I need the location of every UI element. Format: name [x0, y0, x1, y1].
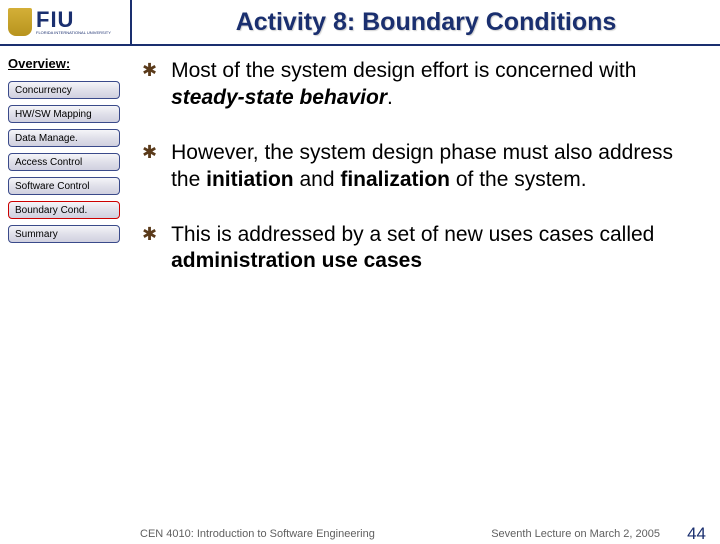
sidebar: Overview: Concurrency HW/SW Mapping Data M…	[0, 46, 130, 522]
bullet-icon: ✱	[142, 60, 157, 112]
bullet-item: ✱ Most of the system design effort is con…	[142, 58, 692, 112]
bullet-text: However, the system design phase must al…	[171, 140, 692, 194]
sidebar-item-3[interactable]: Access Control	[8, 153, 120, 171]
nav-list: Concurrency HW/SW Mapping Data Manage. Acce…	[8, 81, 122, 243]
slide-title: Activity 8: Boundary Conditions	[236, 8, 617, 37]
sidebar-item-0[interactable]: Concurrency	[8, 81, 120, 99]
logo-sub: FLORIDA INTERNATIONAL UNIVERSITY	[36, 31, 111, 35]
logo-text: FIU FLORIDA INTERNATIONAL UNIVERSITY	[36, 9, 111, 35]
sidebar-item-1[interactable]: HW/SW Mapping	[8, 105, 120, 123]
bullet-text: Most of the system design effort is conc…	[171, 58, 692, 112]
sidebar-item-5[interactable]: Boundary Cond.	[8, 201, 120, 219]
bullet-item: ✱ However, the system design phase must a…	[142, 140, 692, 194]
bullet-icon: ✱	[142, 224, 157, 276]
content: ✱ Most of the system design effort is con…	[130, 46, 720, 522]
sidebar-item-4[interactable]: Software Control	[8, 177, 120, 195]
title-area: Activity 8: Boundary Conditions	[130, 0, 720, 44]
logo-main: FIU	[36, 9, 111, 31]
sidebar-item-2[interactable]: Data Manage.	[8, 129, 120, 147]
bullet-icon: ✱	[142, 142, 157, 194]
bullet-text: This is addressed by a set of new uses c…	[171, 222, 692, 276]
slide-body: Overview: Concurrency HW/SW Mapping Data M…	[0, 46, 720, 522]
page-number: 44	[687, 524, 706, 544]
footer-course: CEN 4010: Introduction to Software Engin…	[140, 528, 375, 540]
sidebar-item-6[interactable]: Summary	[8, 225, 120, 243]
slide-header: FIU FLORIDA INTERNATIONAL UNIVERSITY Act…	[0, 0, 720, 46]
sidebar-heading: Overview:	[8, 56, 122, 71]
shield-icon	[8, 8, 32, 36]
footer-lecture: Seventh Lecture on March 2, 2005	[491, 528, 660, 540]
logo: FIU FLORIDA INTERNATIONAL UNIVERSITY	[0, 0, 130, 45]
bullet-item: ✱ This is addressed by a set of new uses …	[142, 222, 692, 276]
bullet-list: ✱ Most of the system design effort is con…	[142, 58, 692, 275]
